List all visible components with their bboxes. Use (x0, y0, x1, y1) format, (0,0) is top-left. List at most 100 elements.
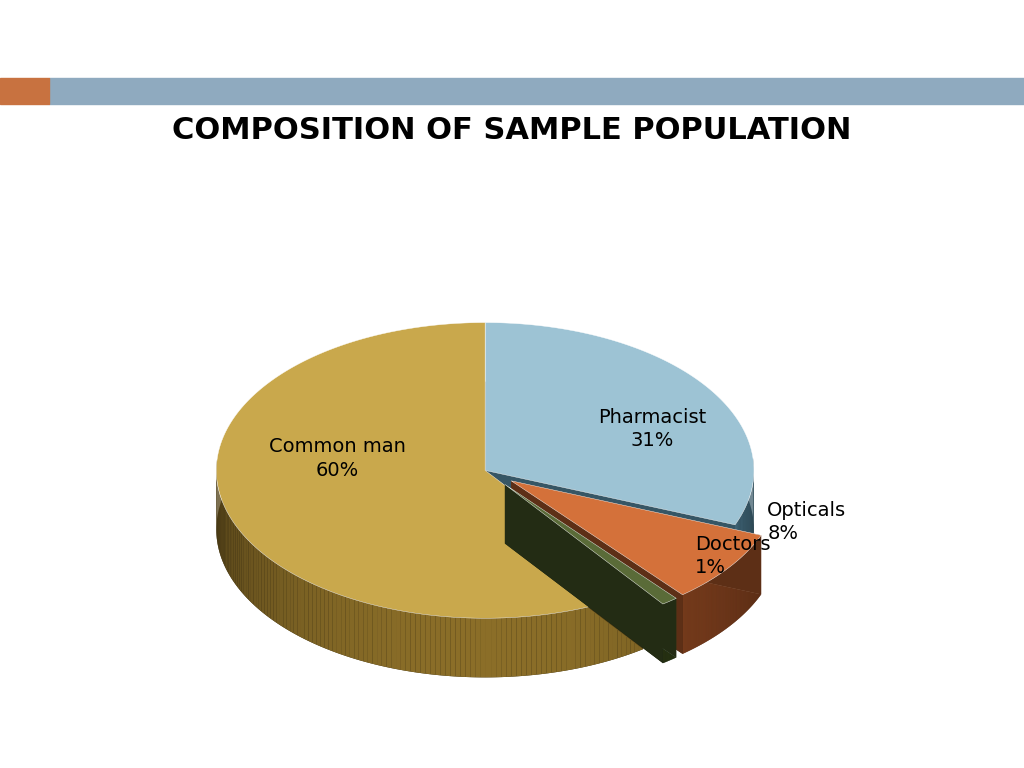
Polygon shape (267, 557, 270, 618)
Polygon shape (264, 554, 267, 616)
Polygon shape (476, 618, 481, 677)
Polygon shape (506, 617, 511, 677)
Polygon shape (284, 568, 287, 629)
Polygon shape (485, 470, 643, 649)
Polygon shape (261, 552, 264, 614)
Polygon shape (377, 606, 382, 666)
Polygon shape (329, 591, 333, 651)
Polygon shape (521, 617, 526, 676)
Polygon shape (631, 593, 635, 654)
Polygon shape (552, 613, 556, 673)
Polygon shape (337, 594, 341, 654)
Polygon shape (485, 323, 754, 525)
Polygon shape (608, 601, 613, 661)
Polygon shape (635, 591, 639, 652)
Polygon shape (294, 574, 297, 635)
Polygon shape (364, 602, 368, 663)
Polygon shape (627, 594, 631, 655)
Polygon shape (224, 507, 226, 568)
Polygon shape (391, 609, 396, 669)
Polygon shape (471, 618, 476, 677)
Polygon shape (501, 617, 506, 677)
Polygon shape (354, 600, 358, 660)
Text: Opticals
8%: Opticals 8% (767, 501, 847, 544)
Polygon shape (223, 504, 224, 566)
Polygon shape (297, 576, 301, 637)
Polygon shape (244, 535, 246, 598)
Polygon shape (531, 615, 537, 675)
Polygon shape (382, 607, 386, 667)
Polygon shape (492, 618, 497, 677)
Polygon shape (511, 481, 761, 594)
Polygon shape (236, 525, 238, 587)
Polygon shape (604, 602, 608, 662)
Bar (0, 78, 49, 104)
Polygon shape (421, 614, 425, 674)
Polygon shape (305, 580, 308, 641)
Polygon shape (435, 616, 440, 675)
Polygon shape (486, 618, 492, 677)
Polygon shape (290, 572, 294, 634)
Polygon shape (595, 604, 599, 664)
Polygon shape (216, 323, 643, 618)
Polygon shape (425, 614, 430, 674)
Polygon shape (230, 518, 232, 579)
Polygon shape (613, 599, 617, 660)
Polygon shape (466, 617, 471, 677)
Polygon shape (400, 611, 406, 670)
Polygon shape (316, 585, 321, 647)
Text: COMPOSITION OF SAMPLE POPULATION: COMPOSITION OF SAMPLE POPULATION (172, 116, 852, 144)
Polygon shape (345, 597, 350, 657)
Text: Doctors
1%: Doctors 1% (694, 535, 770, 578)
Polygon shape (222, 502, 223, 563)
Polygon shape (227, 512, 228, 574)
Polygon shape (505, 544, 676, 663)
Polygon shape (251, 543, 254, 604)
Polygon shape (276, 564, 280, 625)
Polygon shape (481, 618, 486, 677)
Polygon shape (511, 617, 516, 677)
Polygon shape (505, 485, 663, 663)
Polygon shape (280, 566, 284, 627)
Polygon shape (511, 481, 683, 654)
Polygon shape (321, 588, 325, 648)
Polygon shape (358, 601, 364, 661)
Polygon shape (233, 523, 236, 584)
Polygon shape (571, 610, 575, 670)
Polygon shape (566, 611, 571, 670)
Text: Common man
60%: Common man 60% (269, 437, 406, 480)
Polygon shape (259, 550, 261, 611)
Polygon shape (386, 608, 391, 668)
Polygon shape (511, 540, 761, 654)
Polygon shape (228, 515, 230, 577)
Polygon shape (561, 611, 566, 671)
Polygon shape (368, 604, 373, 664)
Polygon shape (373, 604, 377, 665)
Polygon shape (240, 531, 242, 592)
Polygon shape (273, 561, 276, 623)
Polygon shape (406, 611, 411, 671)
Polygon shape (270, 559, 273, 621)
Polygon shape (485, 382, 754, 584)
Polygon shape (617, 598, 622, 658)
Polygon shape (547, 614, 552, 674)
Polygon shape (325, 589, 329, 650)
Polygon shape (497, 618, 501, 677)
Polygon shape (526, 616, 531, 676)
Polygon shape (485, 470, 735, 584)
Polygon shape (505, 485, 676, 657)
Polygon shape (246, 538, 249, 600)
Polygon shape (461, 617, 466, 677)
Polygon shape (639, 590, 643, 650)
Polygon shape (586, 607, 590, 667)
Polygon shape (333, 592, 337, 653)
Polygon shape (575, 608, 581, 669)
Polygon shape (308, 582, 312, 643)
Polygon shape (537, 615, 542, 674)
Polygon shape (226, 509, 227, 571)
Polygon shape (350, 598, 354, 659)
Polygon shape (581, 607, 586, 667)
Polygon shape (238, 528, 240, 590)
Polygon shape (440, 616, 445, 676)
Polygon shape (396, 610, 400, 670)
